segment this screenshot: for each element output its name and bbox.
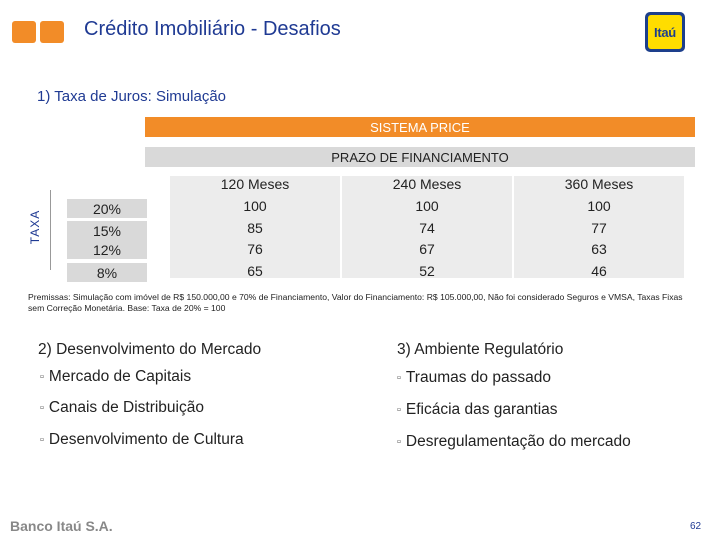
- system-price-label: SISTEMA PRICE: [370, 119, 470, 135]
- column-band-360: [514, 176, 684, 278]
- term-bar: PRAZO DE FINANCIAMENTO: [145, 147, 695, 167]
- list-item: ▫ Mercado de Capitais: [40, 368, 192, 385]
- list-item: ▫ Desenvolvimento de Cultura: [40, 431, 244, 448]
- section-3-heading: 3) Ambiente Regulatório: [397, 341, 563, 359]
- bullet-icon: ▫: [397, 436, 401, 448]
- list-item: ▫ Eficácia das garantias: [397, 401, 558, 418]
- footer-brand: Banco Itaú S.A.: [10, 518, 113, 534]
- table-cell: 65: [247, 263, 263, 279]
- list-item: ▫ Canais de Distribuição: [40, 399, 204, 416]
- table-cell: 85: [247, 220, 263, 236]
- assumptions-note: Premissas: Simulação com imóvel de R$ 15…: [28, 292, 683, 313]
- rate-cell: 8%: [67, 263, 147, 282]
- column-header-120: 120 Meses: [220, 176, 290, 192]
- column-band-120: [170, 176, 340, 278]
- rate-cell: 15%: [67, 221, 147, 240]
- column-header-360: 360 Meses: [564, 176, 634, 192]
- section-2-number: 2): [38, 341, 52, 358]
- table-cell: 77: [591, 220, 607, 236]
- section-3-title: Ambiente Regulatório: [414, 341, 564, 358]
- section-1-number: 1): [37, 88, 51, 105]
- orange-blocks-logo-icon: [12, 21, 66, 43]
- section-1-title: Taxa de Juros: Simulação: [54, 88, 227, 105]
- table-cell: 63: [591, 241, 607, 257]
- table-cell: 52: [419, 263, 435, 279]
- section-2-heading: 2) Desenvolvimento do Mercado: [38, 341, 261, 359]
- bullet-icon: ▫: [397, 404, 401, 416]
- column-header-240: 240 Meses: [392, 176, 462, 192]
- table-cell: 67: [419, 241, 435, 257]
- table-cell: 74: [419, 220, 435, 236]
- table-cell: 76: [247, 241, 263, 257]
- term-label: PRAZO DE FINANCIAMENTO: [331, 149, 509, 165]
- bullet-icon: ▫: [40, 434, 44, 446]
- section-2-title: Desenvolvimento do Mercado: [56, 341, 262, 358]
- section-1-heading: 1) Taxa de Juros: Simulação: [37, 88, 226, 105]
- table-cell: 46: [591, 263, 607, 279]
- column-band-240: [342, 176, 512, 278]
- page-number: 62: [690, 521, 702, 532]
- system-price-bar: SISTEMA PRICE: [145, 117, 695, 137]
- rate-axis-divider: [50, 190, 51, 270]
- section-3-number: 3): [397, 341, 411, 358]
- table-cell: 100: [415, 198, 439, 214]
- table-cell: 100: [587, 198, 611, 214]
- bullet-icon: ▫: [397, 372, 401, 384]
- rate-cell: 20%: [67, 199, 147, 218]
- list-item: ▫ Desregulamentação do mercado: [397, 433, 631, 450]
- bullet-icon: ▫: [40, 402, 44, 414]
- bullet-icon: ▫: [40, 371, 44, 383]
- page-title: Crédito Imobiliário - Desafios: [84, 18, 341, 40]
- itau-logo-icon: Itaú: [645, 12, 685, 52]
- rate-axis-label: TAXA: [28, 209, 42, 245]
- table-cell: 100: [243, 198, 267, 214]
- rate-cell: 12%: [67, 240, 147, 259]
- list-item: ▫ Traumas do passado: [397, 369, 551, 386]
